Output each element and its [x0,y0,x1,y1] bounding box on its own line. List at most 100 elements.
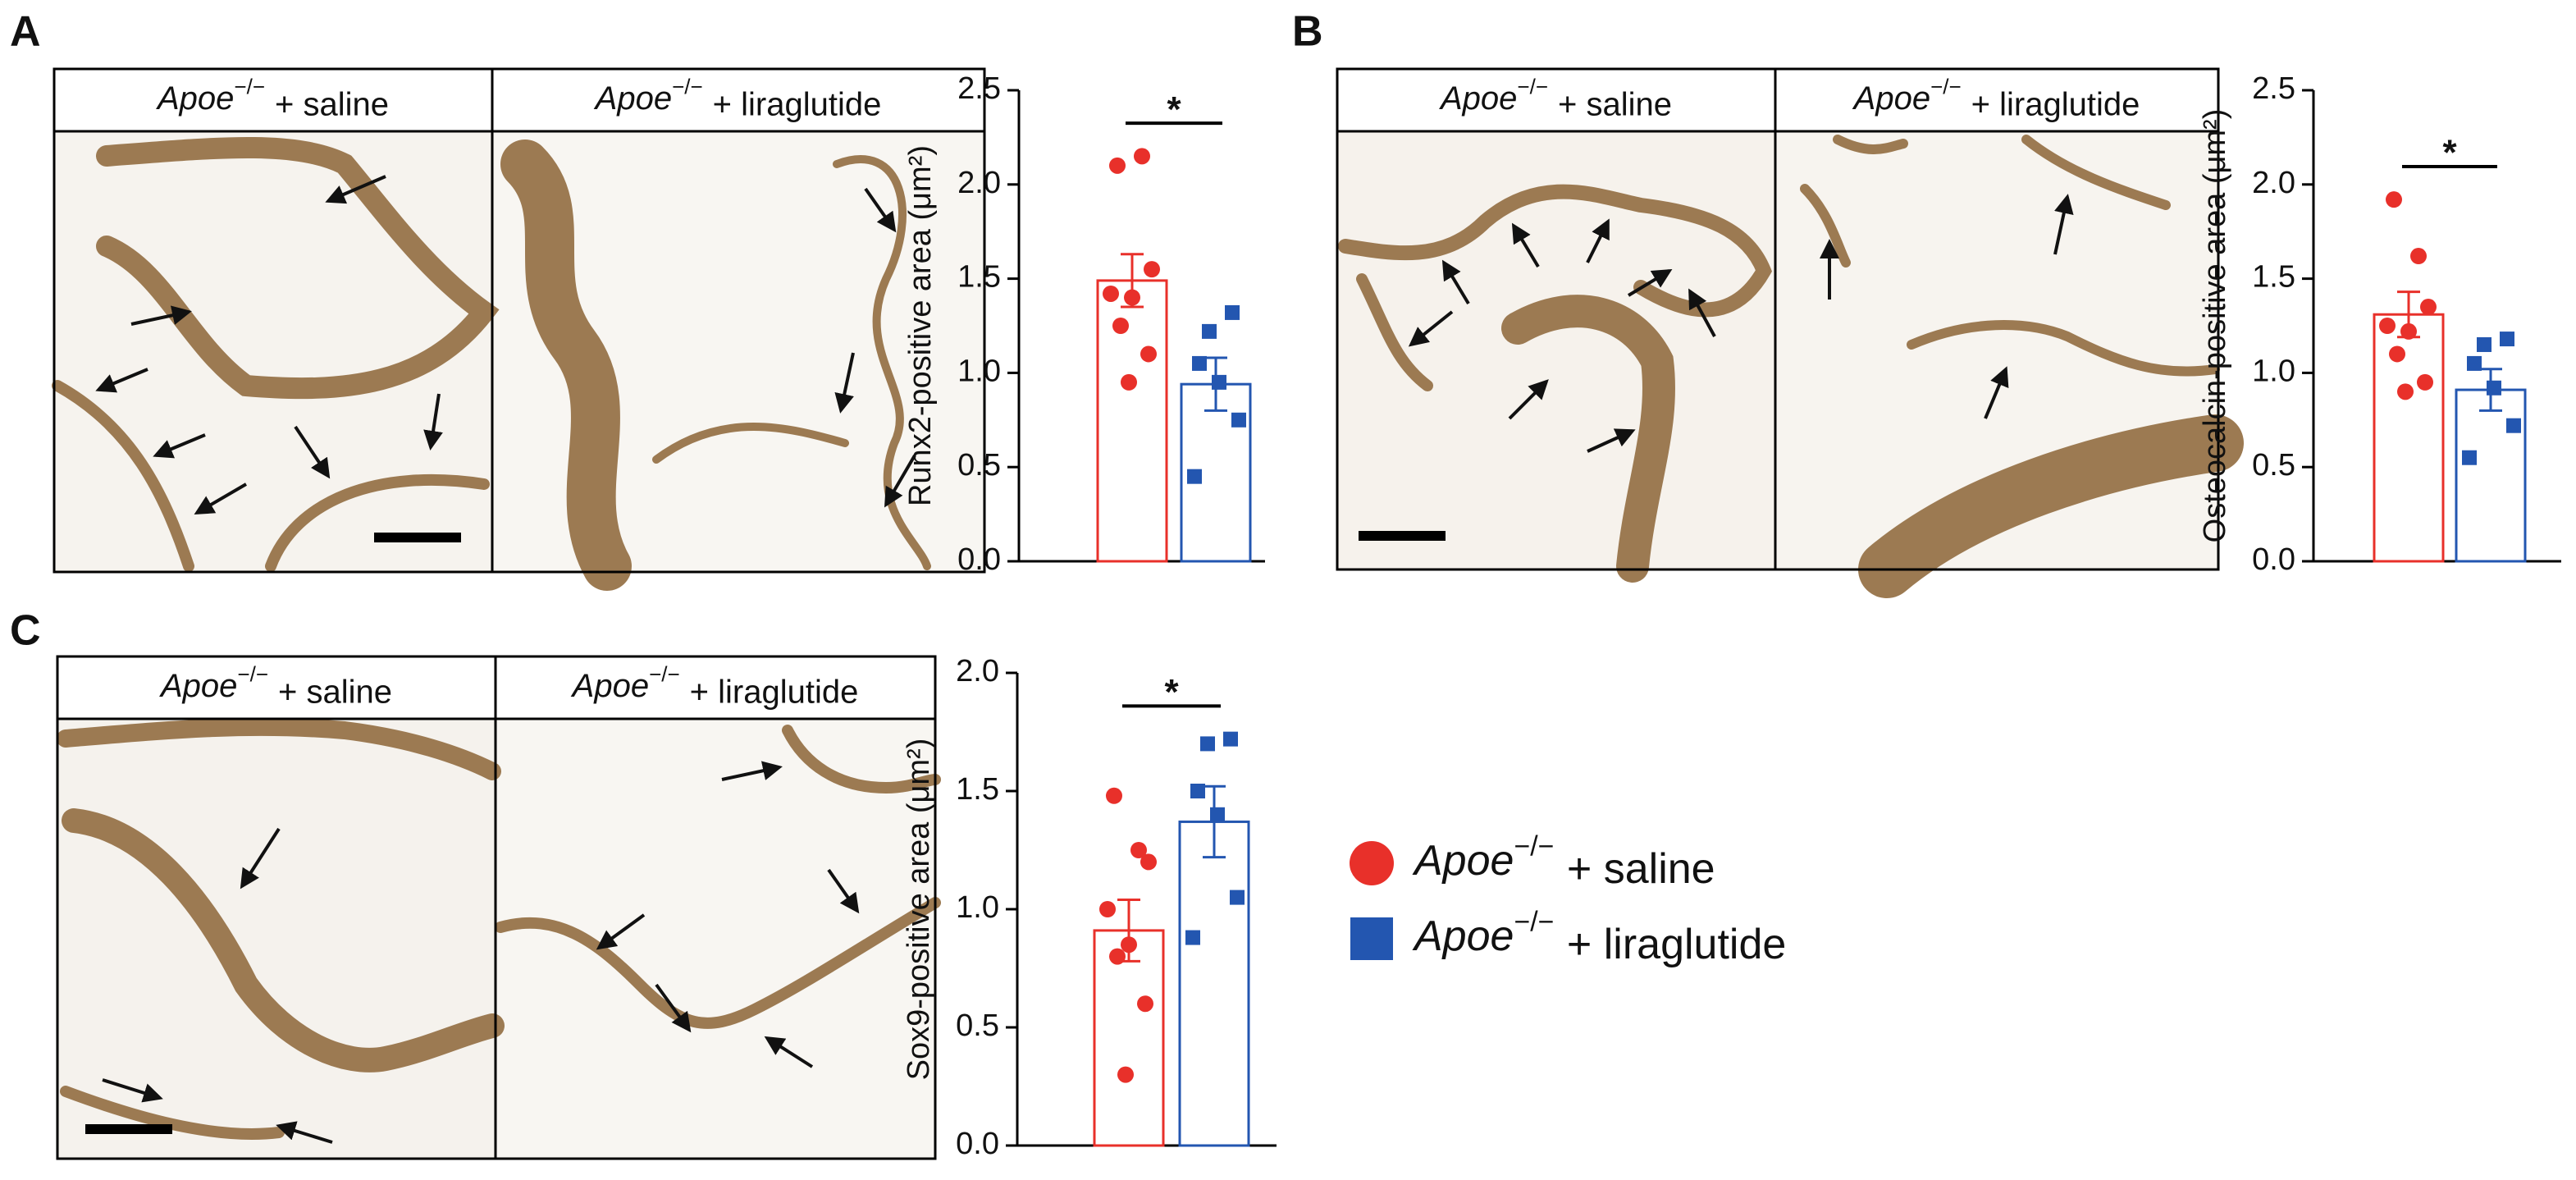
data-point [1124,289,1140,306]
data-point [1230,890,1245,905]
arrow [1511,222,1540,268]
treatment: + liraglutide [1971,86,2140,122]
data-point [1109,948,1126,965]
image-header: Apoe−/− + saline [156,75,389,123]
tissue [62,808,505,1073]
panel-label: B [1292,8,1323,56]
micrograph-panel [56,655,941,1160]
y-tick-label: 0.0 [956,1127,999,1161]
arrow [276,1121,333,1144]
arrow [827,868,860,914]
genotype: Apoe [1852,80,1930,117]
y-tick-label: 2.5 [2252,71,2295,106]
y-tick-label: 1.0 [956,890,999,925]
arrow [596,913,646,950]
arrow [721,761,783,781]
arrow [655,983,692,1033]
y-tick-label: 0.5 [956,1008,999,1043]
data-point [2420,299,2437,316]
data-point [1112,318,1129,334]
arrow [834,352,855,414]
y-axis-label: Runx2-positive area (μm²) [903,145,938,506]
data-point [2397,383,2414,400]
y-tick-label: 0.0 [2252,542,2295,577]
data-point [1109,157,1126,174]
tissue [1800,135,2220,377]
genotype-sup: −/− [234,75,265,99]
y-tick-label: 1.5 [2252,260,2295,295]
treatment: + liraglutide [1567,921,1786,968]
genotype: Apoe [1439,80,1517,117]
genotype-sup: −/− [1514,830,1554,862]
tissue [652,155,931,570]
legend-label: Apoe−/− + liraglutide [1412,906,1786,967]
micrograph [496,719,935,1159]
data-point [1099,901,1116,917]
tissue [57,717,501,780]
image-header: Apoe−/− + liraglutide [1852,75,2140,123]
data-point [2379,318,2396,334]
arrow [130,305,192,326]
micrograph [57,719,496,1159]
data-point [1185,930,1200,945]
genotype: Apoe [1412,912,1514,960]
data-point [2462,450,2477,465]
y-tick-label: 0.5 [2252,448,2295,483]
scale-bar [374,533,461,542]
y-tick-label: 1.0 [2252,354,2295,388]
data-point [1130,842,1147,858]
data-point [1137,995,1153,1013]
treatment: + saline [1558,86,1672,122]
treatment: + saline [278,674,392,710]
arrow [194,483,248,515]
treatment: + liraglutide [690,674,859,710]
y-tick-label: 0.0 [957,542,1001,577]
genotype-sup: −/− [1930,75,1962,99]
data-point [2467,355,2482,371]
data-point [2500,332,2514,347]
y-tick-label: 2.0 [2252,166,2295,200]
image-frame [1336,67,2220,571]
micrograph [1337,131,1775,569]
bar [2455,388,2527,563]
tissue [495,725,941,1029]
data-point [2417,373,2433,391]
data-point [1225,304,1240,320]
tissue [96,137,500,400]
data-point [1121,936,1137,954]
data-point [1187,469,1202,484]
data-point [2487,380,2501,396]
scale-bar [85,1124,172,1134]
micrograph [54,131,492,572]
y-tick-label: 1.5 [956,772,999,807]
legend-label: Apoe−/− + saline [1412,830,1715,892]
genotype-sup: −/− [237,662,268,687]
significance-label: * [1164,672,1179,712]
arrow [240,827,281,890]
genotype: Apoe [1412,837,1514,885]
genotype: Apoe [156,80,234,117]
data-point [1121,373,1137,391]
y-tick-label: 1.5 [957,260,1001,295]
data-point [1210,807,1225,822]
data-point [1223,731,1238,747]
tissue [1338,184,1772,318]
data-point [1202,323,1217,339]
genotype-sup: −/− [1514,906,1554,937]
y-tick-label: 1.0 [957,354,1001,388]
data-point [1140,853,1157,871]
data-point [1106,787,1122,804]
legend-marker [1350,841,1394,885]
arrow [423,393,443,451]
y-tick-label: 2.0 [956,654,999,688]
data-point [2477,336,2492,352]
bar [1093,929,1165,1147]
arrow [1408,310,1454,347]
genotype-sup: −/− [672,75,703,99]
arrow [884,454,916,508]
bar [1178,820,1250,1147]
genotype: Apoe [159,668,237,704]
tissue [1858,414,2244,598]
bar [1096,279,1168,563]
